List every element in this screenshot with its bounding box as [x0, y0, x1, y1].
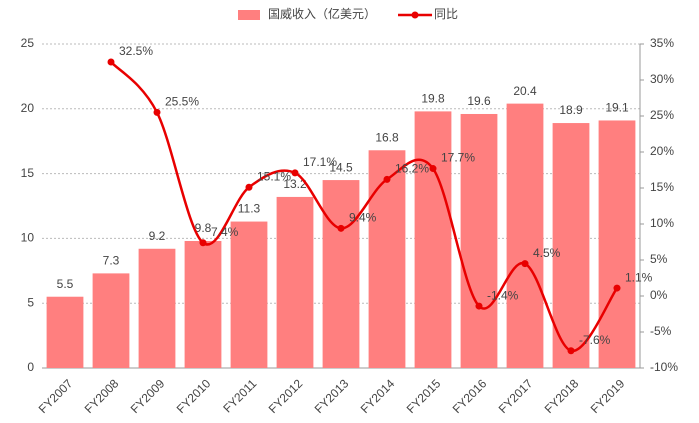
y2-tick-label: 10% [650, 216, 674, 230]
y2-tick-label: -5% [650, 324, 672, 338]
bar-value-label: 5.5 [57, 277, 74, 291]
y-tick-label: 15 [21, 166, 35, 180]
line-value-label: -1.4% [487, 288, 519, 302]
y2-tick-label: 20% [650, 144, 674, 158]
line-point [475, 302, 483, 310]
x-tick-label: FY2010 [174, 376, 214, 416]
y2-tick-label: -10% [650, 360, 678, 374]
bar [230, 221, 268, 368]
bar [506, 103, 544, 368]
line-value-label: 17.7% [441, 151, 475, 165]
legend-label: 国威收入（亿美元） [268, 6, 376, 21]
x-tick-label: FY2019 [588, 376, 628, 416]
line-point [337, 224, 345, 232]
legend-swatch [238, 10, 260, 20]
bar [276, 196, 314, 368]
x-tick-label: FY2012 [266, 376, 306, 416]
y2-tick-label: 5% [650, 252, 668, 266]
line-value-label: 25.5% [165, 95, 199, 109]
bar-value-label: 19.1 [605, 101, 629, 115]
x-tick-label: FY2014 [358, 376, 398, 416]
bar [368, 150, 406, 368]
y-tick-label: 0 [27, 360, 34, 374]
line-point [567, 347, 575, 355]
line-value-label: 16.2% [395, 162, 429, 176]
line-value-label: 4.5% [533, 246, 561, 260]
bar-value-label: 13.2 [283, 177, 307, 191]
y2-tick-label: 30% [650, 72, 674, 86]
bar-value-label: 18.9 [559, 103, 583, 117]
y2-tick-label: 25% [650, 108, 674, 122]
bar-value-label: 9.8 [195, 221, 212, 235]
bar-value-label: 7.3 [103, 254, 120, 268]
y2-tick-label: 35% [650, 36, 674, 50]
y-tick-label: 10 [21, 231, 35, 245]
line-value-label: 9.4% [349, 210, 377, 224]
bar-value-label: 16.8 [375, 130, 399, 144]
line [110, 61, 619, 352]
line-value-label: 15.1% [257, 169, 291, 183]
line-value-label: 32.5% [119, 44, 153, 58]
x-tick-label: FY2017 [496, 376, 536, 416]
bar [552, 123, 590, 368]
x-tick-label: FY2008 [82, 376, 122, 416]
bar-value-label: 19.8 [421, 92, 445, 106]
line-point [107, 58, 115, 66]
line-point [429, 165, 437, 173]
bar [92, 273, 130, 368]
bar-value-label: 20.4 [513, 84, 537, 98]
legend-label: 同比 [434, 7, 458, 21]
bar-value-label: 9.2 [149, 229, 166, 243]
line-point [613, 284, 621, 292]
y2-tick-label: 0% [650, 288, 668, 302]
x-tick-label: FY2018 [542, 376, 582, 416]
line-point [291, 169, 299, 177]
line-point [199, 239, 207, 247]
bar [46, 296, 84, 368]
bar-value-label: 14.5 [329, 160, 353, 174]
y2-tick-label: 15% [650, 180, 674, 194]
line-value-label: -7.6% [579, 333, 611, 347]
y-tick-label: 5 [27, 295, 34, 309]
line-point [383, 175, 391, 183]
x-tick-label: FY2015 [404, 376, 444, 416]
bar [598, 120, 636, 369]
bar-value-label: 11.3 [238, 202, 261, 216]
x-tick-label: FY2016 [450, 376, 490, 416]
bar [184, 240, 222, 368]
legend-swatch-dot [411, 11, 419, 19]
bar [414, 111, 452, 368]
x-tick-label: FY2009 [128, 376, 168, 416]
y-tick-label: 20 [21, 101, 35, 115]
bar-value-label: 19.6 [467, 94, 491, 108]
line-value-label: 7.4% [211, 225, 239, 239]
bar [460, 113, 498, 368]
line-value-label: 17.1% [303, 155, 337, 169]
line-value-label: 1.1% [625, 270, 653, 284]
bar [138, 248, 176, 368]
x-tick-label: FY2013 [312, 376, 352, 416]
line-point [153, 108, 161, 116]
line-point [521, 260, 529, 268]
x-tick-label: FY2007 [36, 376, 76, 416]
x-tick-label: FY2011 [220, 376, 259, 415]
y-tick-label: 25 [21, 36, 35, 50]
line-point [245, 183, 253, 191]
bar [322, 180, 360, 368]
